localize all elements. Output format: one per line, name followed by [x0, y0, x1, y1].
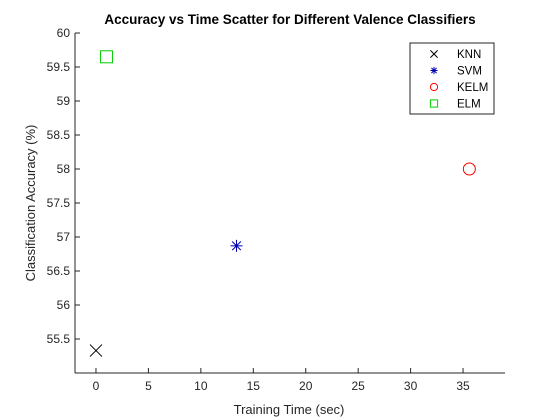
- x-tick-label: 5: [145, 379, 152, 393]
- data-point-elm: [99, 50, 113, 64]
- y-tick-label: 57: [57, 230, 71, 244]
- data-point-svm: [230, 239, 243, 252]
- x-tick-label: 25: [351, 379, 365, 393]
- y-tick-label: 60: [57, 26, 71, 40]
- x-tick-label: 15: [247, 379, 261, 393]
- legend-marker-svm: [430, 66, 438, 75]
- y-tick-label: 57.5: [47, 196, 71, 210]
- data-point-knn: [89, 344, 103, 357]
- y-tick-label: 58.5: [47, 128, 71, 142]
- x-tick-label: 30: [404, 379, 418, 393]
- y-tick-label: 59.5: [47, 60, 71, 74]
- plot-area: 0 5 10 15 20 25 30 35 55.5 56 56.5 57 57.5 58 58.5 59 59…: [47, 26, 505, 393]
- x-axis-label: Training Time (sec): [234, 402, 345, 417]
- legend-marker-elm: [429, 99, 439, 108]
- legend-label-knn: KNN: [457, 49, 481, 61]
- legend-label-svm: SVM: [457, 66, 482, 78]
- legend-marker-knn: [430, 50, 438, 58]
- y-tick-label: 55.5: [47, 332, 71, 346]
- x-tick-label: 20: [299, 379, 313, 393]
- legend-box: [409, 42, 495, 115]
- x-tick-label: 0: [93, 379, 100, 393]
- y-tick-label: 56: [57, 298, 71, 312]
- data-point-kelm: [462, 162, 476, 176]
- y-tick-label: 59: [57, 94, 71, 108]
- legend-label-elm: ELM: [457, 99, 481, 111]
- legend: KNN SVM KELM ELM: [409, 42, 495, 115]
- legend-label-kelm: KELM: [457, 82, 488, 94]
- legend-marker-kelm: [429, 82, 439, 92]
- x-tick-label: 10: [194, 379, 208, 393]
- x-tick-label: 35: [456, 379, 470, 393]
- y-tick-label: 58: [57, 162, 71, 176]
- chart-title: Accuracy vs Time Scatter for Different V…: [104, 12, 475, 27]
- y-axis-label: Classification Accuracy (%): [23, 125, 38, 282]
- y-tick-label: 56.5: [47, 264, 71, 278]
